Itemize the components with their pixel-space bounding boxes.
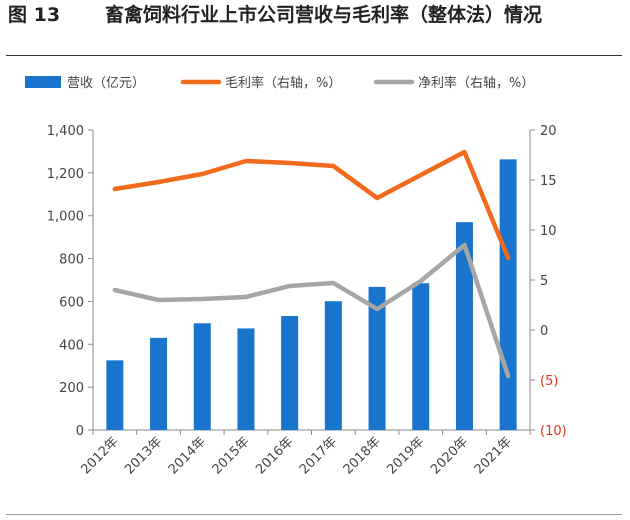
x-tick-label: 2015年 (210, 434, 253, 477)
legend: 营收（亿元） 毛利率（右轴，%） 净利率（右轴，%） (25, 75, 534, 91)
x-tick-label: 2021年 (472, 434, 515, 477)
x-tick-label: 2014年 (166, 434, 209, 477)
revenue-bar (455, 222, 473, 430)
revenue-bar (281, 316, 299, 430)
revenue-bar (106, 360, 124, 430)
x-tick-label: 2013年 (122, 434, 165, 477)
legend-label: 毛利率（右轴，%） (225, 75, 341, 91)
x-tick-label: 2019年 (384, 434, 427, 477)
figure-title-text: 畜禽饲料行业上市公司营收与毛利率（整体法）情况 (105, 4, 543, 26)
title-divider (6, 55, 622, 56)
figure-number: 图 13 (8, 4, 61, 26)
x-tick-label: 2017年 (297, 434, 340, 477)
axes: 0 200 400 600 800 1,000 1,200 1,400 (10) (5) 0 5 10 1… (47, 124, 567, 477)
right-tick-label: 15 (540, 174, 557, 189)
right-tick-label: 20 (540, 124, 557, 139)
left-tick-label: 1,200 (47, 167, 84, 182)
revenue-bar (193, 323, 211, 430)
bar-series (106, 159, 517, 430)
line-series (112, 149, 511, 379)
left-tick-label: 400 (59, 338, 84, 353)
right-tick-label: 5 (540, 274, 548, 289)
right-tick-label: (10) (540, 424, 567, 439)
legend-swatch-revenue (25, 76, 61, 88)
revenue-bar (237, 328, 255, 430)
revenue-bar (324, 301, 342, 430)
legend-label: 净利率（右轴，%） (418, 75, 534, 91)
revenue-bar (499, 159, 517, 430)
x-tick-label: 2020年 (428, 434, 471, 477)
x-tick-label: 2016年 (253, 434, 296, 477)
right-tick-label: 10 (540, 224, 557, 239)
right-tick-label: 0 (540, 324, 548, 339)
revenue-bar (150, 337, 168, 430)
gross-margin-line (112, 149, 511, 261)
right-tick-label: (5) (540, 374, 558, 389)
bottom-divider (6, 514, 622, 515)
revenue-bar (412, 283, 430, 430)
net-margin-line (112, 242, 511, 379)
left-tick-label: 800 (59, 253, 84, 268)
left-tick-label: 1,000 (47, 210, 84, 225)
left-tick-label: 1,400 (47, 124, 84, 139)
left-tick-label: 0 (76, 424, 84, 439)
revenue-bar (368, 286, 386, 430)
legend-label: 营收（亿元） (67, 76, 145, 91)
figure-title: 图 13 畜禽饲料行业上市公司营收与毛利率（整体法）情况 (8, 2, 622, 29)
x-tick-label: 2018年 (341, 434, 384, 477)
left-tick-label: 200 (59, 381, 84, 396)
x-tick-label: 2012年 (78, 434, 121, 477)
left-tick-label: 600 (59, 295, 84, 310)
